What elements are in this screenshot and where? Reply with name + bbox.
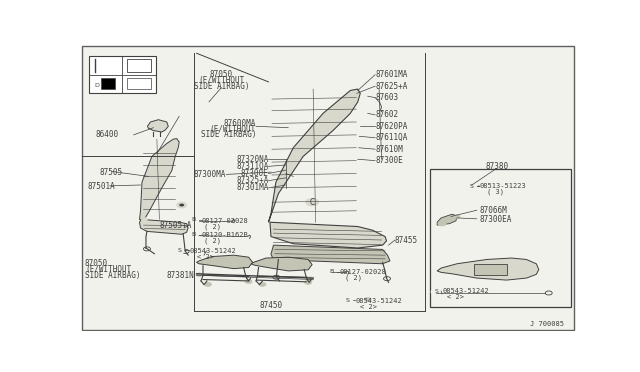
Circle shape (177, 202, 187, 208)
Circle shape (141, 218, 147, 221)
Circle shape (179, 203, 184, 206)
Text: ( 2): ( 2) (204, 223, 221, 230)
Circle shape (305, 280, 312, 284)
Polygon shape (147, 120, 168, 132)
Text: 08127-02028: 08127-02028 (202, 218, 248, 224)
Circle shape (306, 198, 319, 206)
Text: 87325+A: 87325+A (236, 176, 269, 185)
Text: 08543-51242: 08543-51242 (189, 248, 236, 254)
Circle shape (188, 231, 198, 238)
Text: 87611QA: 87611QA (375, 133, 408, 142)
Polygon shape (196, 255, 253, 269)
Bar (101, 78, 115, 89)
Circle shape (376, 97, 383, 102)
Text: 87301MA: 87301MA (236, 183, 269, 192)
Circle shape (326, 268, 337, 275)
Circle shape (188, 217, 198, 223)
Text: B: B (330, 269, 333, 274)
Circle shape (342, 297, 353, 303)
Circle shape (454, 215, 460, 218)
Text: 08513-51223: 08513-51223 (479, 183, 526, 189)
Text: 87501A: 87501A (88, 182, 115, 191)
Text: 87380: 87380 (485, 162, 508, 171)
Circle shape (438, 221, 446, 226)
Text: 87610M: 87610M (375, 145, 403, 154)
Bar (127, 59, 151, 72)
Text: 87505: 87505 (100, 168, 123, 177)
Text: 87603: 87603 (375, 93, 398, 102)
Text: 87625+A: 87625+A (375, 82, 408, 91)
Text: ( 2): ( 2) (204, 238, 221, 244)
Polygon shape (271, 245, 390, 264)
Text: 87066M: 87066M (479, 206, 507, 215)
Circle shape (245, 279, 252, 283)
Text: S: S (470, 184, 474, 189)
Circle shape (259, 282, 266, 286)
Text: 87300E: 87300E (241, 169, 269, 178)
Text: SIDE AIRBAG): SIDE AIRBAG) (85, 271, 140, 280)
Text: < 2>: < 2> (447, 294, 464, 300)
Polygon shape (251, 257, 312, 271)
Text: (F/WITHOUT: (F/WITHOUT (198, 76, 244, 85)
Polygon shape (140, 219, 188, 234)
Circle shape (431, 289, 441, 295)
Text: 87450: 87450 (259, 301, 282, 310)
Text: 87050: 87050 (85, 259, 108, 268)
Bar (429, 169, 571, 307)
Text: ( 3): ( 3) (486, 189, 504, 195)
Text: SIDE AIRBAG): SIDE AIRBAG) (194, 82, 249, 91)
Text: 87602: 87602 (375, 110, 398, 119)
Polygon shape (270, 222, 387, 248)
Text: 87311QA: 87311QA (236, 162, 269, 171)
Text: 86400: 86400 (95, 130, 118, 140)
Text: 87320NA: 87320NA (236, 155, 269, 164)
Text: S: S (177, 248, 181, 253)
Text: 87300MA: 87300MA (194, 170, 227, 179)
Text: ( 2): ( 2) (346, 275, 362, 281)
Polygon shape (140, 139, 179, 221)
Text: 87455: 87455 (395, 236, 418, 246)
Text: < 2>: < 2> (360, 304, 377, 310)
Text: 87620PA: 87620PA (375, 122, 408, 131)
Text: S: S (346, 298, 350, 303)
Text: D: D (94, 83, 99, 87)
Bar (89, 56, 156, 93)
Circle shape (364, 298, 371, 302)
Polygon shape (437, 214, 457, 225)
Text: 08543-51242: 08543-51242 (355, 298, 402, 304)
Bar (127, 78, 151, 89)
Text: 87505+A: 87505+A (159, 221, 192, 230)
Text: C: C (310, 198, 315, 207)
Text: 87050: 87050 (210, 70, 233, 79)
Text: SIDE AIRBAG): SIDE AIRBAG) (200, 130, 256, 140)
Text: 08543-51242: 08543-51242 (442, 288, 489, 294)
Text: 08127-02028: 08127-02028 (339, 269, 386, 275)
Text: 87601MA: 87601MA (375, 70, 408, 79)
Text: J 700085: J 700085 (529, 321, 564, 327)
Text: 87300EA: 87300EA (479, 215, 511, 224)
Circle shape (205, 282, 211, 286)
Circle shape (173, 247, 185, 253)
Circle shape (467, 183, 477, 189)
Text: (F/WITHOUT: (F/WITHOUT (210, 125, 256, 134)
Bar (474, 264, 507, 275)
Text: 87381N: 87381N (167, 271, 195, 280)
Text: B: B (191, 218, 195, 222)
Text: (F/WITHOUT: (F/WITHOUT (85, 265, 131, 274)
Text: S: S (434, 289, 438, 294)
Text: 87300E: 87300E (375, 156, 403, 165)
Polygon shape (437, 258, 539, 280)
Circle shape (196, 273, 202, 276)
Text: < 2>: < 2> (196, 254, 214, 260)
Polygon shape (269, 89, 360, 222)
Text: 08120-B162B: 08120-B162B (202, 232, 248, 238)
Text: 87600MA: 87600MA (224, 119, 256, 128)
Text: B: B (191, 232, 195, 237)
Circle shape (308, 277, 314, 280)
